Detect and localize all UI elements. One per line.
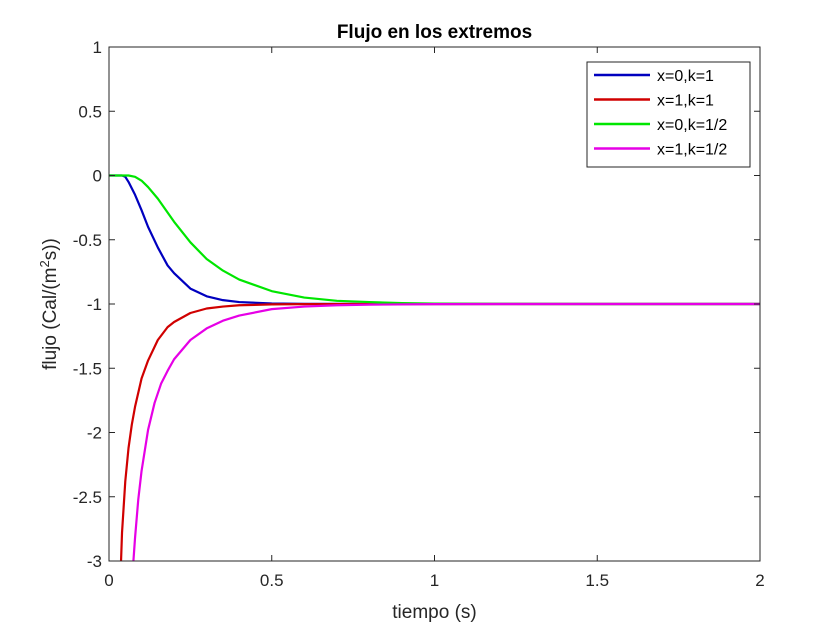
series-layer <box>109 174 760 561</box>
y-tick-label: -0.5 <box>73 231 102 250</box>
y-tick-label: -1 <box>87 295 102 314</box>
x-tick-label: 0.5 <box>260 571 284 590</box>
chart-title: Flujo en los extremos <box>337 22 532 43</box>
y-tick-label: 0.5 <box>78 102 102 121</box>
y-tick-label: -2 <box>87 424 102 443</box>
x-tick-label: 2 <box>755 571 764 590</box>
x-tick-label: 0 <box>104 571 113 590</box>
y-axis-label: flujo (Cal/(m2s)) <box>37 238 61 370</box>
y-tick-label: -3 <box>87 552 102 571</box>
y-axis-label-main: flujo (Cal/(m <box>40 267 61 369</box>
y-tick-label: -2.5 <box>73 488 102 507</box>
y-axis-label-end: s)) <box>40 238 61 260</box>
legend-label-1: x=0,k=1 <box>657 68 714 85</box>
y-axis-label-superscript: 2 <box>37 260 52 267</box>
y-tick-label: 0 <box>93 167 102 186</box>
legend-label-4: x=1,k=1/2 <box>657 142 727 159</box>
x-tick-label: 1.5 <box>585 571 609 590</box>
legend-label-2: x=1,k=1 <box>657 93 714 110</box>
axes-layer: 0 0.5 1 1.5 2 1 0.5 0 -0.5 -1 -1.5 -2 -2.5 -3 <box>73 38 765 590</box>
y-tick-label: -1.5 <box>73 359 102 378</box>
x-axis-label: tiempo (s) <box>392 602 476 623</box>
x-tick-label: 1 <box>430 571 439 590</box>
legend: x=0,k=1 x=1,k=1 x=0,k=1/2 x=1,k=1/2 <box>586 61 751 168</box>
legend-label-3: x=0,k=1/2 <box>657 117 727 134</box>
series-line-4 <box>132 302 760 561</box>
y-tick-label: 1 <box>93 38 102 57</box>
